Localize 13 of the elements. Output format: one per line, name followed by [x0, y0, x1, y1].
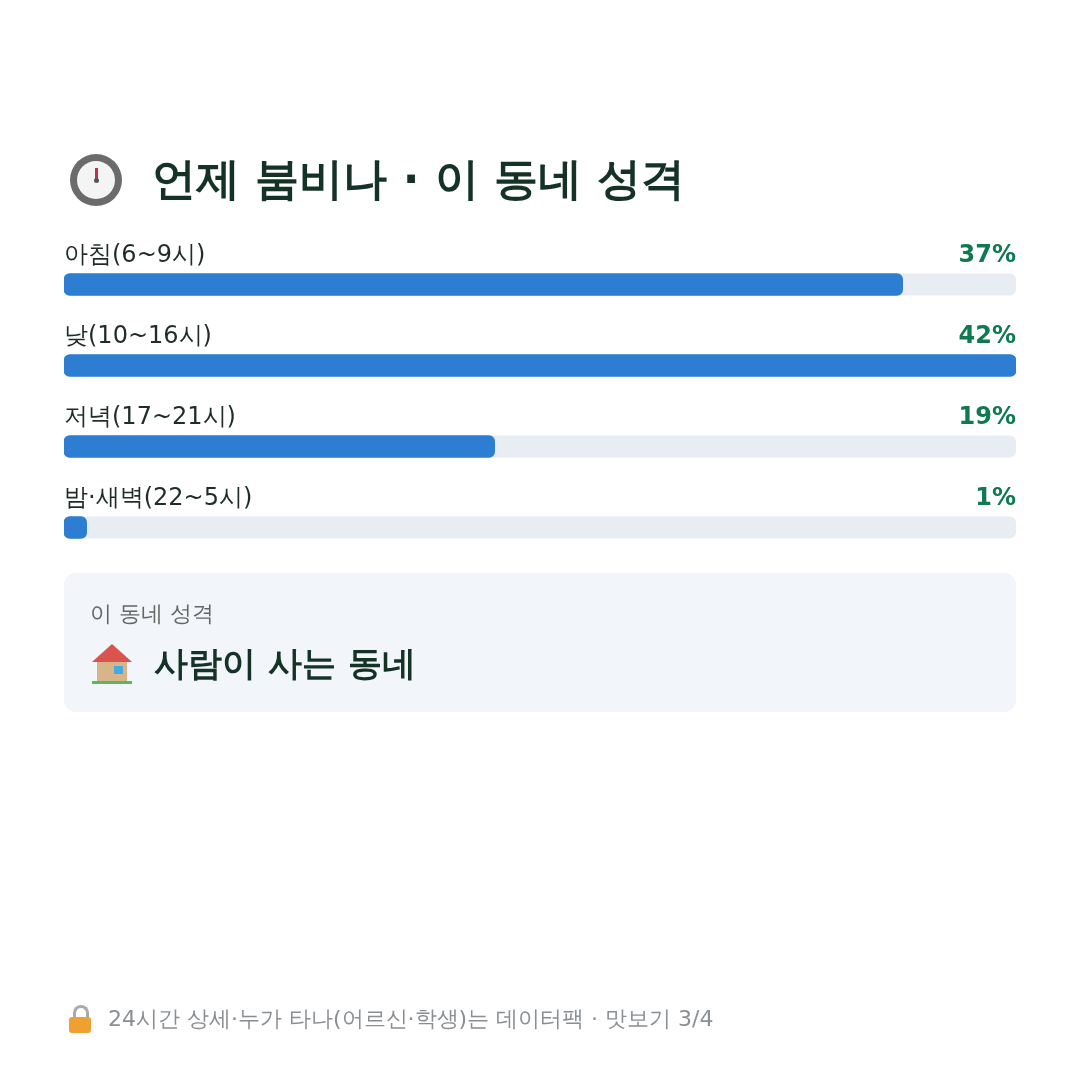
chart-title: 언제 붐비나 · 이 동네 성격: [152, 152, 686, 206]
y-tick-label: 아침(6~9시): [64, 239, 206, 268]
data-label: 19%: [958, 401, 1016, 430]
y-tick-label: 저녁(17~21시): [64, 401, 236, 430]
bar: [64, 516, 87, 539]
text: 이 동네 성격: [90, 600, 214, 628]
y-tick-label: 낮(10~16시): [64, 320, 212, 349]
text: 24시간 상세·누가 타나(어르신·학생)는 데이터팩 · 맛보기 3/4: [108, 1005, 714, 1033]
data-label: 37%: [958, 239, 1016, 268]
data-label: 1%: [975, 482, 1016, 511]
y-tick-label: 밤·새벽(22~5시): [64, 482, 253, 511]
data-label: 42%: [958, 320, 1016, 349]
text: 사람이 사는 동네: [154, 642, 416, 685]
